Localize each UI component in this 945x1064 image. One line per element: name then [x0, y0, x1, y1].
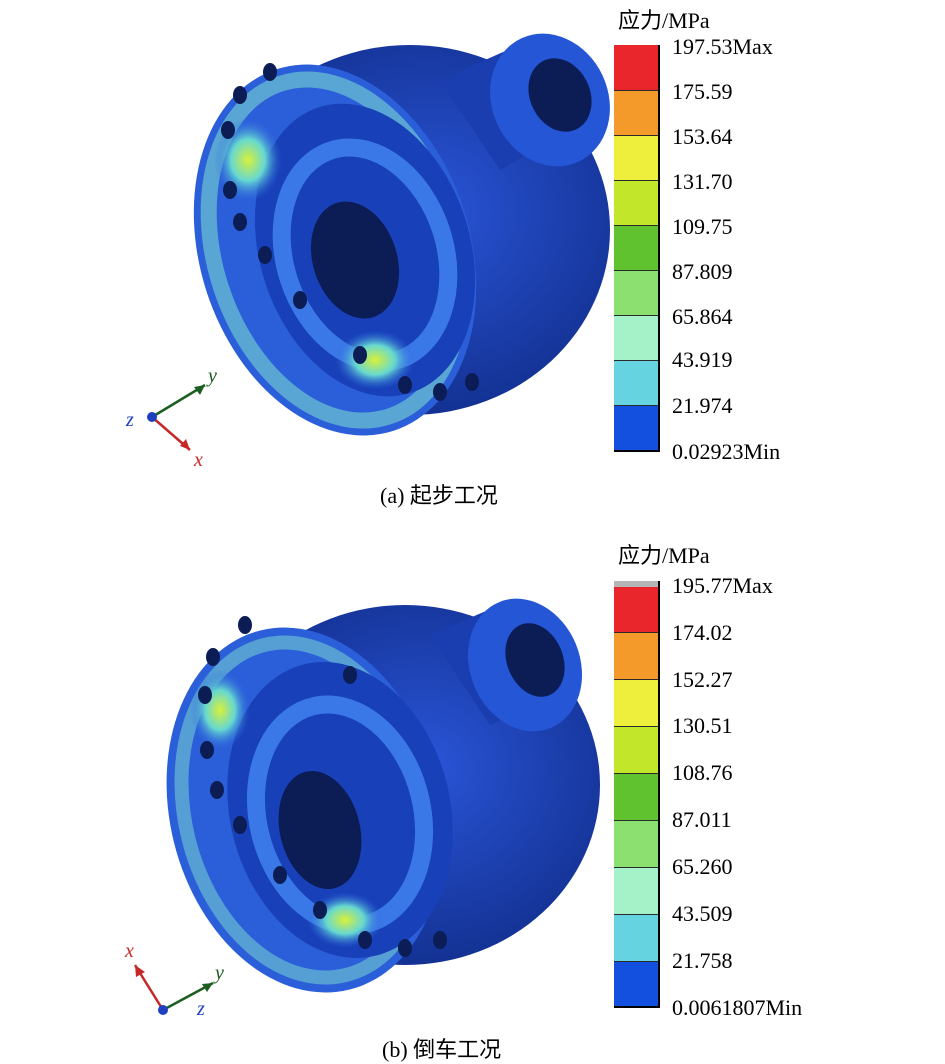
legend-band: [614, 915, 658, 962]
stress-contour-model-b: [166, 598, 600, 993]
axis-label-x: x: [193, 449, 203, 470]
legend-band: [614, 136, 658, 181]
legend-value: 175.59: [672, 79, 733, 104]
legend-band: [614, 774, 658, 821]
axis-label-z: z: [196, 998, 205, 1020]
legend-band: [614, 868, 658, 915]
contour-panel-a: y z x 应力/MPa 197.53Max 175.59 153.64 131…: [0, 0, 945, 520]
legend-band: [614, 680, 658, 727]
legend-band: [614, 821, 658, 868]
legend-value: 197.53Max: [672, 34, 773, 59]
stress-contour-model-a: [193, 33, 610, 436]
legend-band: [614, 406, 658, 452]
legend-band: [614, 271, 658, 316]
legend-value: 109.75: [672, 214, 733, 239]
boss-cylinder-bore: [528, 58, 592, 132]
legend-value: 21.974: [672, 393, 733, 418]
legend-band: [614, 45, 658, 91]
legend-band: [614, 361, 658, 406]
legend-value: 65.260: [672, 854, 733, 879]
legend-bar: [614, 45, 660, 452]
legend-band: [614, 587, 658, 633]
coordinate-triad-a: y z x: [125, 365, 217, 470]
axis-label-z: z: [125, 409, 134, 431]
legend-band: [614, 962, 658, 1008]
legend-value: 87.809: [672, 259, 733, 284]
legend-value: 131.70: [672, 169, 733, 194]
figure-caption: (b) 倒车工况: [382, 1037, 502, 1062]
stress-hotspot-upper: [190, 670, 250, 750]
legend-value: 87.011: [672, 807, 732, 832]
legend-title: 应力/MPa: [618, 543, 710, 568]
stress-hotspot-lower: [335, 330, 415, 390]
figure-caption: (a) 起步工况: [380, 483, 498, 508]
bearing-bore: [278, 770, 362, 890]
axis-label-x: x: [124, 940, 134, 962]
legend-band: [614, 633, 658, 680]
axis-label-y: y: [213, 962, 224, 984]
coordinate-triad-b: x y z: [124, 940, 224, 1020]
legend-value: 43.919: [672, 347, 733, 372]
legend-value: 0.0061807Min: [672, 995, 803, 1020]
legend-band: [614, 727, 658, 774]
legend-band: [614, 581, 658, 587]
legend-title: 应力/MPa: [618, 8, 710, 33]
legend-value: 0.02923Min: [672, 439, 781, 464]
legend-band: [614, 181, 658, 226]
legend-value: 174.02: [672, 620, 733, 645]
bolt-holes: [198, 616, 447, 957]
legend-band: [614, 91, 658, 136]
legend-value: 108.76: [672, 760, 733, 785]
legend-value: 152.27: [672, 667, 733, 692]
legend-band: [614, 316, 658, 361]
legend-value: 21.758: [672, 948, 733, 973]
legend-value: 195.77Max: [672, 573, 773, 598]
axis-label-y: y: [206, 365, 217, 387]
boss-cylinder-bore: [505, 623, 565, 697]
contour-panel-b: x y z 应力/MPa 195.77Max 174.02 152.27 130…: [0, 535, 945, 1062]
stress-hotspot-upper: [214, 118, 282, 202]
bearing-bore: [310, 201, 400, 319]
legend-band: [614, 226, 658, 271]
legend-value: 65.864: [672, 304, 733, 329]
legend-value: 43.509: [672, 901, 733, 926]
legend-bar: [614, 581, 660, 1008]
bolt-holes: [221, 63, 479, 401]
legend-value: 153.64: [672, 124, 733, 149]
legend-value: 130.51: [672, 713, 733, 738]
